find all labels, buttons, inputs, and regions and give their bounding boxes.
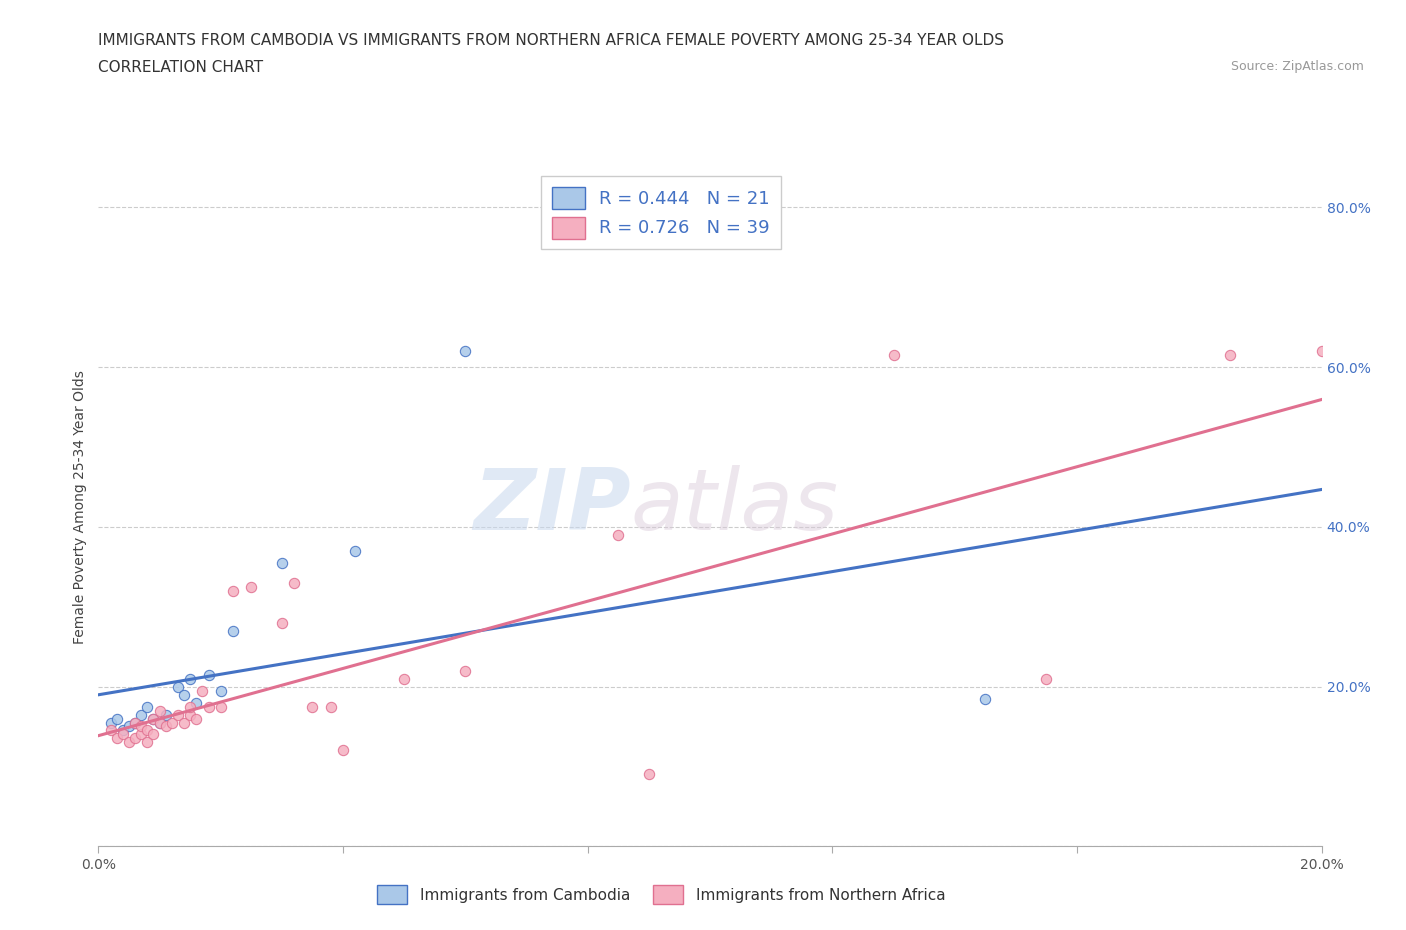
Text: Source: ZipAtlas.com: Source: ZipAtlas.com: [1230, 60, 1364, 73]
Point: [454, 344, 477, 359]
Point: [129, 719, 152, 734]
Point: [883, 348, 905, 363]
Point: [179, 707, 201, 722]
Point: [149, 715, 172, 730]
Point: [1219, 348, 1241, 363]
Point: [129, 727, 152, 742]
Point: [105, 711, 128, 726]
Text: ZIP: ZIP: [472, 465, 630, 549]
Point: [111, 727, 134, 742]
Point: [222, 583, 245, 598]
Text: atlas: atlas: [630, 465, 838, 549]
Point: [197, 699, 219, 714]
Point: [167, 707, 190, 722]
Y-axis label: Female Poverty Among 25-34 Year Olds: Female Poverty Among 25-34 Year Olds: [73, 370, 87, 644]
Point: [209, 699, 232, 714]
Legend: Immigrants from Cambodia, Immigrants from Northern Africa: Immigrants from Cambodia, Immigrants fro…: [371, 879, 952, 910]
Point: [240, 579, 263, 594]
Point: [392, 671, 416, 686]
Point: [173, 687, 195, 702]
Point: [1035, 671, 1057, 686]
Point: [1310, 344, 1333, 359]
Point: [142, 727, 165, 742]
Point: [149, 715, 172, 730]
Point: [142, 711, 165, 726]
Point: [160, 715, 183, 730]
Text: CORRELATION CHART: CORRELATION CHART: [98, 60, 263, 75]
Point: [186, 711, 208, 726]
Point: [637, 767, 661, 782]
Point: [149, 703, 172, 718]
Point: [319, 699, 342, 714]
Point: [607, 527, 630, 542]
Point: [301, 699, 323, 714]
Point: [173, 715, 195, 730]
Point: [155, 719, 177, 734]
Point: [209, 684, 232, 698]
Point: [222, 623, 245, 638]
Point: [344, 543, 367, 558]
Point: [179, 699, 201, 714]
Point: [155, 707, 177, 722]
Point: [167, 679, 190, 694]
Point: [124, 715, 146, 730]
Point: [179, 671, 201, 686]
Text: IMMIGRANTS FROM CAMBODIA VS IMMIGRANTS FROM NORTHERN AFRICA FEMALE POVERTY AMONG: IMMIGRANTS FROM CAMBODIA VS IMMIGRANTS F…: [98, 33, 1004, 47]
Point: [454, 663, 477, 678]
Point: [332, 743, 354, 758]
Point: [136, 699, 159, 714]
Point: [142, 711, 165, 726]
Point: [118, 719, 141, 734]
Point: [129, 707, 152, 722]
Point: [270, 616, 292, 631]
Point: [105, 731, 128, 746]
Point: [136, 723, 159, 737]
Point: [100, 723, 122, 737]
Point: [124, 715, 146, 730]
Point: [136, 735, 159, 750]
Point: [974, 691, 997, 706]
Point: [270, 555, 292, 570]
Point: [111, 723, 134, 737]
Point: [100, 715, 122, 730]
Point: [124, 731, 146, 746]
Point: [197, 667, 219, 682]
Point: [283, 576, 305, 591]
Point: [191, 684, 214, 698]
Point: [118, 735, 141, 750]
Point: [186, 695, 208, 710]
